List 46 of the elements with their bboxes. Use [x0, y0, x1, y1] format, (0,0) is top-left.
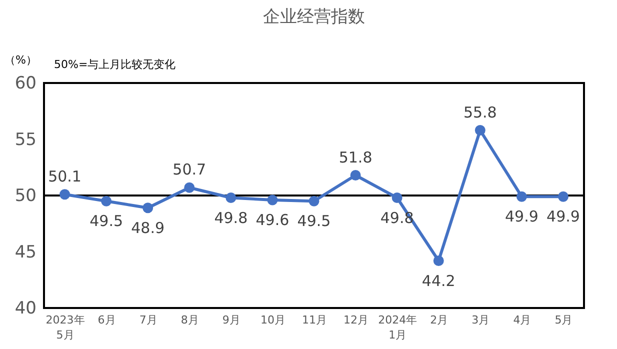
x-tick-label: 8月 [180, 314, 199, 326]
x-tick-label: 2024年 1月 [378, 314, 418, 342]
point [474, 125, 486, 136]
point [226, 192, 236, 203]
y-axis-title: （%） [4, 54, 37, 66]
point [184, 182, 195, 193]
data-label: 49.9 [546, 208, 580, 226]
data-label: 50.7 [172, 160, 206, 179]
x-tick-label: 10月 [260, 314, 286, 326]
data-label: 51.8 [338, 148, 372, 166]
y-tick-label: 45 [14, 242, 36, 262]
data-label: 49.6 [256, 211, 290, 229]
data-label: 48.9 [131, 218, 165, 237]
data-label: 49.8 [214, 208, 248, 227]
x-tick-label: 4月 [513, 314, 532, 326]
x-tick-label: 5月 [554, 314, 573, 326]
x-tick-label: 2023年 5月 [46, 314, 85, 342]
y-tick-label: 50 [14, 186, 36, 206]
data-label: 44.2 [422, 272, 456, 290]
point [433, 256, 444, 266]
point [308, 196, 320, 206]
y-tick-label: 55 [14, 130, 36, 150]
x-tick-label: 6月 [98, 314, 116, 326]
data-label: 49.9 [504, 208, 538, 226]
point [350, 170, 361, 180]
point [392, 192, 402, 203]
data-label: 50.1 [48, 167, 82, 186]
chart-title: 企业经营指数 [263, 7, 365, 27]
x-tick-label: 3月 [472, 314, 490, 326]
x-tick-label: 11月 [302, 314, 327, 326]
point [558, 191, 568, 202]
point [516, 191, 527, 202]
point [60, 189, 70, 200]
y-tick-label: 40 [14, 298, 36, 318]
point [267, 194, 278, 206]
y-tick-label: 60 [14, 74, 36, 94]
x-tick-label: 9月 [222, 314, 240, 326]
text: 50%=与上月比较无变化 [54, 58, 176, 71]
point [142, 202, 154, 214]
data-label: 49.5 [90, 212, 124, 230]
point [101, 196, 112, 206]
x-tick-label: 2月 [430, 314, 448, 326]
data-label: 49.5 [297, 212, 331, 230]
x-tick-label: 12月 [344, 314, 369, 326]
data-label: 55.8 [463, 103, 497, 122]
x-tick-label: 7月 [139, 314, 158, 326]
